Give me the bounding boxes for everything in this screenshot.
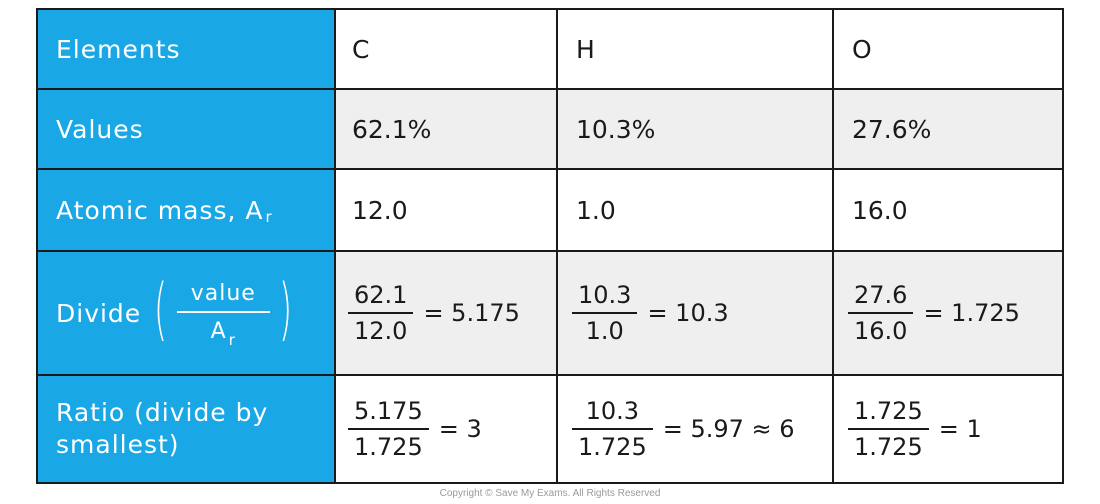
table-row: Ratio (divide by smallest) 5.175 1.725 = …	[38, 374, 1062, 482]
value-cell-o: 27.6%	[834, 90, 1062, 168]
ratio-cell-h: 10.3 1.725 = 5.97 ≈ 6	[558, 376, 834, 482]
left-paren: (	[154, 270, 168, 349]
atomic-mass-cell-o: 16.0	[852, 195, 908, 225]
divide-cell-h: 10.3 1.0 = 10.3	[558, 252, 834, 374]
divide-cell-c: 62.1 12.0 = 5.175	[336, 252, 558, 374]
table-row: Values 62.1% 10.3% 27.6%	[38, 88, 1062, 168]
empirical-formula-table: Elements C H O Values 62.1% 10.3% 27.6% …	[36, 8, 1064, 484]
ratio-cell-c: 5.175 1.725 = 3	[336, 376, 558, 482]
copyright-notice: Copyright © Save My Exams. All Rights Re…	[439, 488, 661, 499]
value-cell-h: 10.3%	[558, 90, 834, 168]
element-cell-h: H	[558, 10, 834, 88]
value-cell-c: 62.1%	[336, 90, 558, 168]
atomic-mass-cell-h: 1.0	[558, 170, 834, 250]
row-header-values: Values	[38, 90, 336, 168]
row-header-elements: Elements	[38, 10, 336, 88]
row-header-ratio: Ratio (divide by smallest)	[38, 376, 336, 482]
divide-cell-o: 27.6 16.0 = 1.725	[834, 252, 1062, 374]
ratio-cell-o: 1.725 1.725 = 1	[834, 376, 1062, 482]
atomic-mass-cell-c: 12.0	[336, 170, 558, 250]
right-paren: )	[278, 270, 293, 349]
element-cell-o: O	[852, 34, 872, 64]
element-cell-c: C	[336, 10, 558, 88]
table-row: Elements C H O	[38, 10, 1062, 88]
